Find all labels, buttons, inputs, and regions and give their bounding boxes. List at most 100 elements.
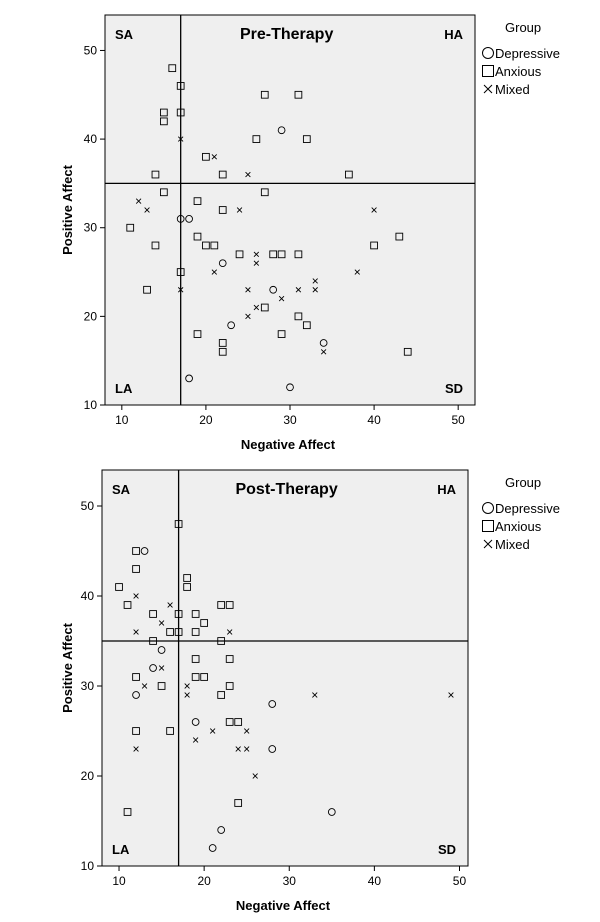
point-anxious [157, 682, 166, 690]
point-anxious [126, 223, 135, 232]
x-tick-label: 20 [199, 413, 213, 427]
point-anxious [193, 232, 202, 241]
point-mixed [226, 629, 233, 635]
point-depressive [268, 700, 277, 708]
point-anxious [302, 321, 311, 330]
point-anxious [174, 610, 183, 618]
x-tick-label: 30 [283, 413, 297, 427]
point-mixed [235, 746, 241, 752]
point-anxious [149, 610, 157, 618]
quadrant-label-sa: SA [112, 482, 131, 497]
point-anxious [166, 727, 174, 735]
x-tick-label: 40 [367, 413, 381, 427]
point-mixed [253, 260, 260, 266]
point-anxious [370, 241, 378, 250]
point-anxious [193, 330, 202, 338]
x-axis-title: Negative Affect [241, 437, 336, 452]
quadrant-label-ha: HA [437, 482, 456, 497]
point-anxious [191, 673, 200, 681]
point-anxious [191, 655, 200, 663]
point-depressive [185, 374, 193, 383]
point-mixed [354, 269, 360, 275]
chart-title: Pre-Therapy [240, 26, 333, 43]
point-depressive [268, 745, 277, 753]
point-anxious [235, 250, 244, 259]
point-anxious [132, 727, 140, 735]
quadrant-label-sa: SA [115, 27, 134, 42]
point-depressive [176, 215, 185, 223]
point-anxious [115, 583, 123, 591]
plot-area [101, 469, 469, 867]
point-anxious [277, 330, 286, 338]
series-anxious [126, 64, 412, 356]
point-mixed [133, 746, 139, 752]
point-mixed [312, 692, 318, 698]
point-mixed [144, 207, 150, 213]
point-anxious [149, 637, 157, 645]
legend-label-anxious: Anxious [495, 519, 542, 534]
point-mixed [295, 287, 302, 293]
point-mixed [177, 287, 184, 293]
legend-label-mixed: Mixed [495, 537, 530, 552]
y-axis-title: Positive Affect [60, 622, 75, 712]
x-tick-label: 30 [283, 874, 297, 888]
point-anxious [200, 673, 208, 681]
legend-marker-mixed [483, 84, 493, 94]
point-mixed [236, 207, 243, 213]
point-mixed [133, 593, 139, 599]
point-mixed [211, 269, 218, 275]
point-anxious [176, 268, 185, 276]
point-mixed [245, 171, 251, 178]
point-mixed [135, 198, 142, 204]
point-mixed [184, 683, 190, 689]
point-depressive [227, 321, 235, 330]
point-anxious [225, 718, 234, 726]
point-depressive [269, 285, 278, 294]
y-tick-label: 30 [81, 679, 95, 693]
point-anxious [403, 347, 412, 356]
point-anxious [277, 250, 286, 259]
point-anxious [345, 170, 353, 179]
point-depressive [286, 383, 294, 392]
legend-label-anxious: Anxious [495, 64, 542, 79]
legend-label-depressive: Depressive [495, 46, 560, 61]
point-anxious [160, 108, 168, 117]
y-tick-label: 20 [84, 309, 98, 323]
point-mixed [312, 287, 318, 293]
point-anxious [294, 90, 303, 99]
point-depressive [149, 664, 157, 672]
point-mixed [245, 313, 251, 320]
point-anxious [132, 673, 140, 681]
point-depressive [217, 826, 226, 834]
point-depressive [191, 718, 200, 726]
legend-marker-anxious [482, 520, 494, 532]
quadrant-label-la: LA [115, 381, 133, 396]
point-mixed [243, 728, 250, 734]
point-mixed [253, 304, 260, 311]
point-mixed [243, 746, 250, 752]
point-anxious [225, 601, 234, 609]
point-depressive [277, 126, 286, 135]
y-axis-title: Positive Affect [60, 164, 75, 254]
x-tick-label: 20 [197, 874, 211, 888]
chart-panel-1: 10 20 30 40 50 10 20 30 40 50 Negative Affect Posit… [60, 14, 560, 452]
point-anxious [151, 241, 160, 250]
plot-area [104, 14, 476, 406]
point-mixed [177, 136, 184, 142]
legend-marker-anxious [482, 65, 494, 77]
series-mixed [135, 136, 377, 355]
legend-marker-mixed [483, 539, 493, 549]
chart-title: Post-Therapy [235, 481, 337, 498]
legend-marker-depressive [482, 502, 494, 514]
quadrant-label-la: LA [112, 842, 130, 857]
point-anxious [218, 206, 227, 214]
point-anxious [252, 135, 261, 143]
point-anxious [168, 64, 177, 73]
chart-panel-2: 10 20 30 40 50 10 20 30 40 50 Negative Affect Posit… [60, 469, 560, 913]
point-anxious [193, 197, 202, 205]
point-depressive [208, 844, 217, 852]
y-tick-label: 10 [81, 859, 95, 873]
point-anxious [132, 565, 140, 573]
point-anxious [260, 188, 269, 197]
quadrant-label-ha: HA [444, 27, 463, 42]
